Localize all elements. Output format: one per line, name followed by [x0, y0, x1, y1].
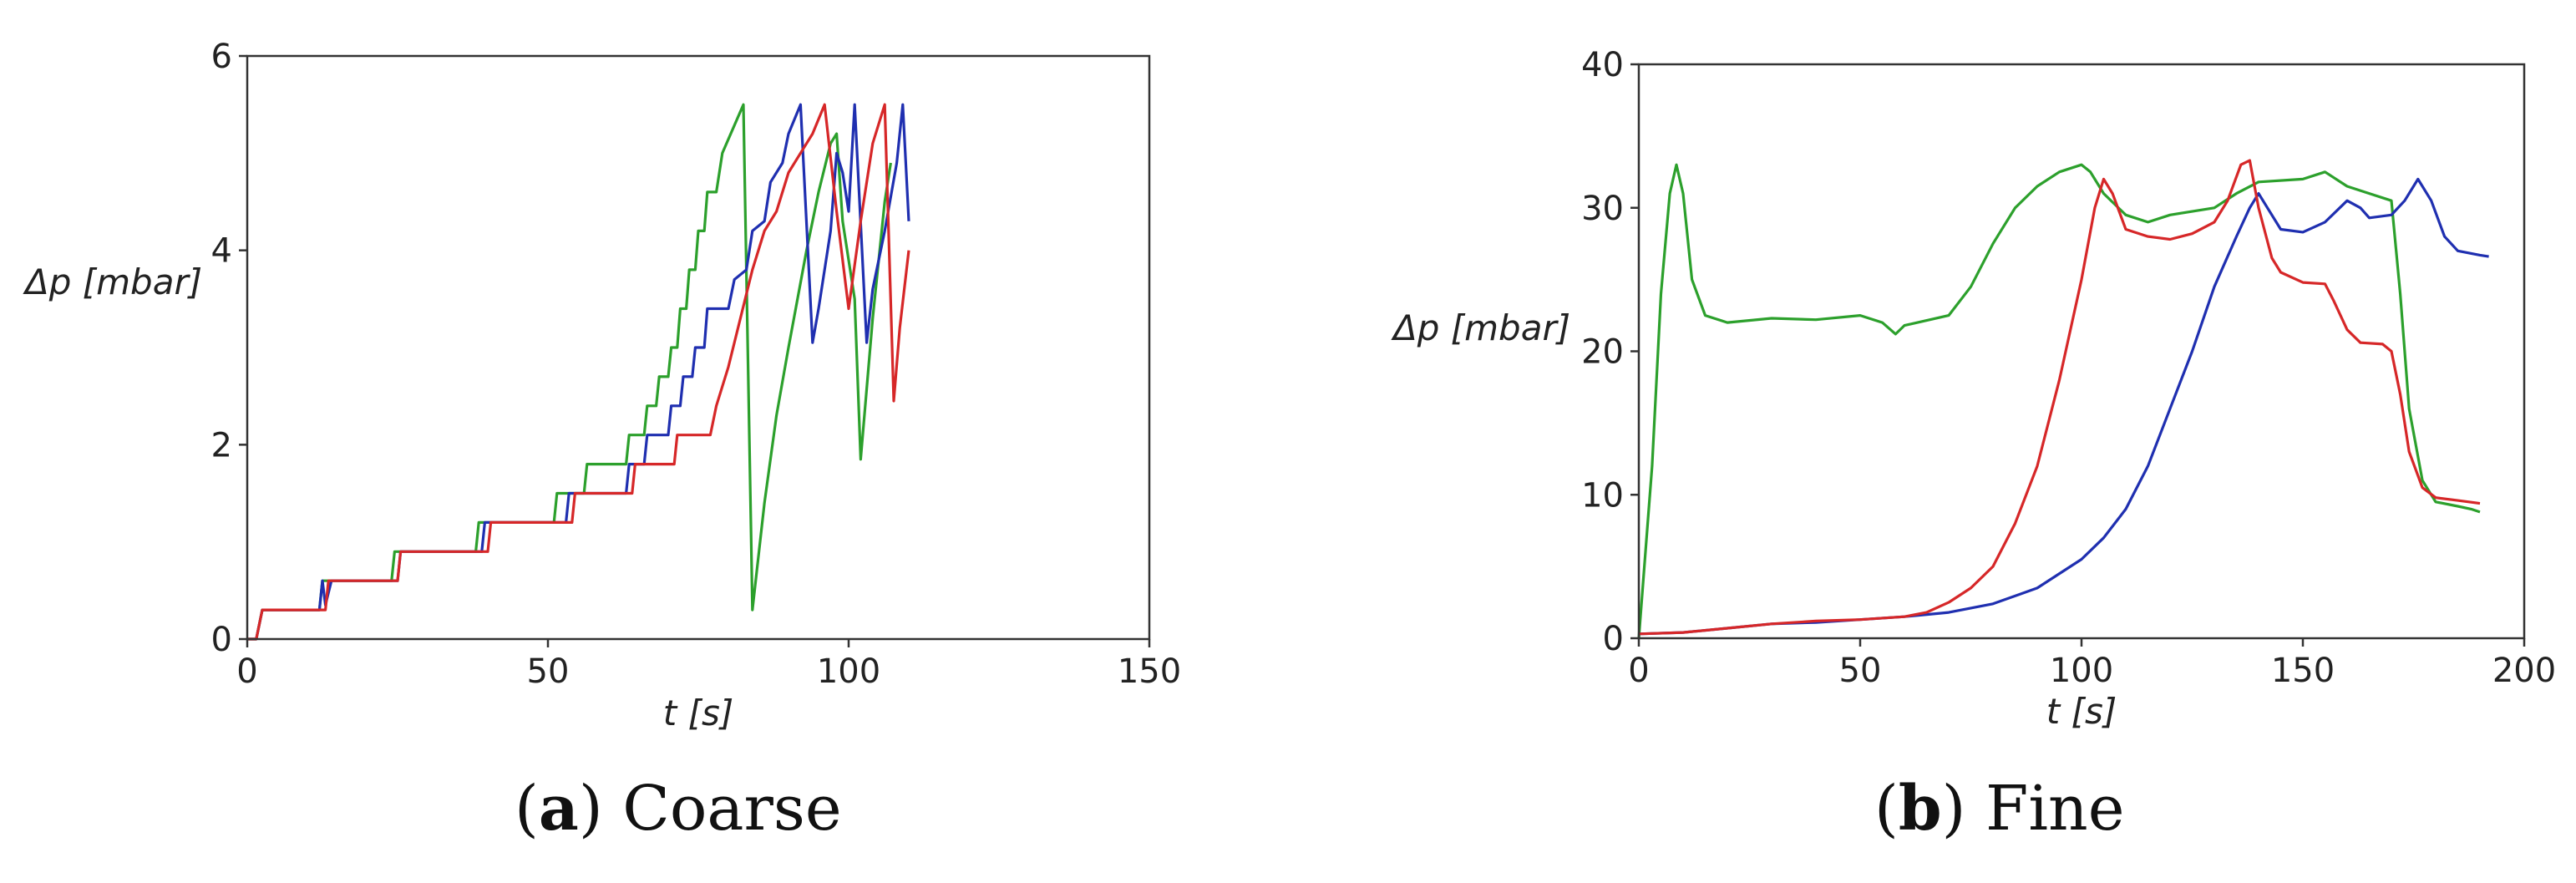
fine-x-axis-label: t [s]: [2046, 691, 2117, 732]
fine-ticks-group: 0 50 100 150 200 0 10 20 30 40: [1581, 46, 2556, 690]
fine-x-tick-label: 100: [2050, 652, 2113, 690]
coarse-x-tick-label: 100: [817, 652, 880, 691]
coarse-y-axis-label: Δp [mbar]: [23, 261, 202, 302]
fine-y-tick-label: 20: [1581, 333, 1624, 372]
fine-x-tick-label: 0: [1628, 652, 1649, 690]
caption-fine-letter: b: [1898, 773, 1942, 845]
fine-y-tick-label: 0: [1603, 620, 1624, 658]
fine-series-1-line: [1638, 177, 2489, 636]
fine-x-tick-label: 200: [2492, 652, 2556, 690]
fine-x-tick-label: 50: [1839, 652, 1882, 690]
caption-fine: (b) Fine: [1874, 773, 2125, 845]
fine-x-tick-label: 150: [2271, 652, 2335, 690]
caption-fine-open: (: [1874, 773, 1899, 845]
caption-coarse-close: ): [578, 773, 603, 845]
coarse-ticks-group: 0 50 100 150 0 2 4 6: [211, 38, 1182, 691]
coarse-y-tick-label: 4: [211, 232, 232, 271]
caption-coarse: (a) Coarse: [515, 773, 842, 845]
caption-fine-text: Fine: [1965, 773, 2125, 845]
chart-fine: 0 50 100 150 200 0 10 20 30 40 t [s] Δp [mbar]: [1391, 46, 2556, 732]
chart-coarse: 0 50 100 150 0 2 4 6 t [s] Δp [mbar]: [23, 38, 1181, 733]
coarse-y-tick-label: 2: [211, 426, 232, 464]
coarse-plot-frame: [246, 54, 1151, 641]
caption-coarse-open: (: [515, 773, 539, 845]
caption-coarse-text: Coarse: [602, 773, 842, 845]
coarse-y-tick-label: 0: [211, 621, 232, 659]
coarse-series-group: [247, 103, 910, 641]
coarse-series-0-line: [247, 103, 892, 641]
fine-y-tick-label: 40: [1581, 46, 1624, 84]
fine-y-axis-label: Δp [mbar]: [1391, 307, 1570, 348]
fine-series-2-line: [1638, 159, 2481, 636]
coarse-series-2-line: [247, 103, 910, 641]
coarse-series-1-line: [247, 103, 910, 641]
coarse-x-axis-label: t [s]: [663, 693, 733, 733]
caption-coarse-letter: a: [538, 773, 579, 845]
fine-y-tick-label: 30: [1581, 190, 1624, 228]
coarse-x-tick-label: 150: [1118, 652, 1181, 691]
fine-series-group: [1637, 159, 2489, 639]
coarse-y-tick-label: 6: [211, 38, 232, 76]
coarse-x-tick-label: 50: [527, 652, 570, 691]
coarse-x-tick-label: 0: [236, 652, 257, 691]
caption-fine-close: ): [1941, 773, 1966, 845]
fine-series-0-line: [1637, 163, 2481, 639]
fine-y-tick-label: 10: [1581, 476, 1624, 515]
